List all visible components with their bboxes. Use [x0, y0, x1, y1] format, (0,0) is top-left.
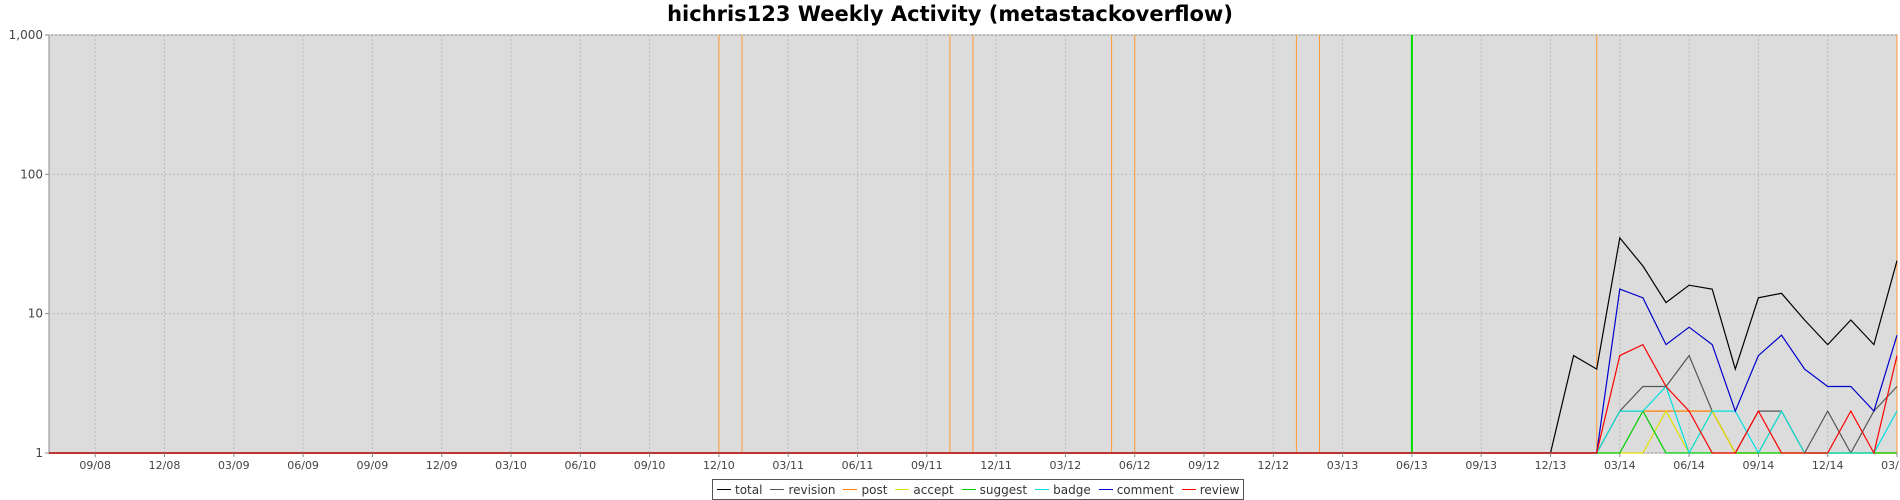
x-tick-label: 09/12 — [1188, 459, 1220, 472]
x-tick-label: 03/09 — [218, 459, 250, 472]
x-tick-label: 12/12 — [1257, 459, 1289, 472]
y-tick-label: 100 — [20, 167, 43, 181]
x-tick-label: 12/09 — [426, 459, 458, 472]
legend-item-badge: badge — [1035, 483, 1091, 497]
legend-label: review — [1199, 482, 1240, 497]
legend-swatch — [770, 489, 785, 490]
legend-item-total: total — [717, 483, 762, 497]
x-tick-label: 09/11 — [911, 459, 943, 472]
legend-swatch — [1098, 489, 1113, 490]
legend-swatch — [1035, 489, 1050, 490]
x-tick-label: 09/10 — [634, 459, 666, 472]
legend-label: comment — [1116, 482, 1174, 497]
legend-label: badge — [1053, 482, 1091, 497]
legend-item-suggest: suggest — [961, 482, 1028, 497]
x-tick-label: 03/15 — [1881, 459, 1900, 472]
legend-item-post: post — [843, 483, 887, 497]
x-tick-label: 03/13 — [1327, 459, 1359, 472]
x-tick-label: 03/14 — [1604, 459, 1636, 472]
x-tick-label: 09/13 — [1465, 459, 1497, 472]
legend-item-review: review — [1181, 482, 1240, 497]
legend-item-revision: revision — [770, 483, 835, 497]
x-tick-label: 12/13 — [1535, 459, 1567, 472]
legend-swatch — [895, 489, 910, 490]
x-tick-label: 09/14 — [1743, 459, 1775, 472]
x-tick-label: 03/12 — [1050, 459, 1082, 472]
x-tick-label: 06/09 — [287, 459, 319, 472]
x-tick-label: 06/12 — [1119, 459, 1151, 472]
x-tick-label: 06/14 — [1673, 459, 1705, 472]
legend-label: revision — [788, 482, 836, 497]
y-tick-label: 1 — [35, 446, 43, 460]
x-tick-label: 12/14 — [1812, 459, 1844, 472]
series-line-total — [49, 236, 1898, 454]
x-tick-label: 06/10 — [564, 459, 596, 472]
legend-label: suggest — [979, 482, 1028, 497]
y-tick-label: 1,000 — [9, 28, 43, 42]
x-tick-label: 09/08 — [79, 459, 111, 472]
legend-label: total — [735, 482, 763, 497]
chart-title: hichris123 Weekly Activity (metastackove… — [667, 2, 1233, 26]
legend-label: post — [861, 482, 888, 497]
x-tick-label: 06/13 — [1396, 459, 1428, 472]
legend-item-comment: comment — [1098, 482, 1174, 497]
legend: total revision post accept suggest badge comme… — [712, 479, 1245, 500]
y-tick-label: 10 — [28, 307, 43, 321]
legend-label: accept — [913, 482, 954, 497]
x-tick-label: 09/09 — [357, 459, 389, 472]
x-tick-label: 03/11 — [772, 459, 804, 472]
x-tick-label: 12/10 — [703, 459, 735, 472]
legend-swatch — [843, 489, 858, 490]
x-tick-label: 03/10 — [495, 459, 527, 472]
x-tick-label: 12/08 — [149, 459, 181, 472]
legend-swatch — [961, 489, 976, 490]
legend-item-accept: accept — [895, 482, 954, 497]
x-tick-label: 12/11 — [980, 459, 1012, 472]
x-tick-label: 06/11 — [842, 459, 874, 472]
legend-swatch — [717, 489, 731, 490]
legend-swatch — [1181, 489, 1196, 490]
series-line-review — [49, 343, 1898, 455]
